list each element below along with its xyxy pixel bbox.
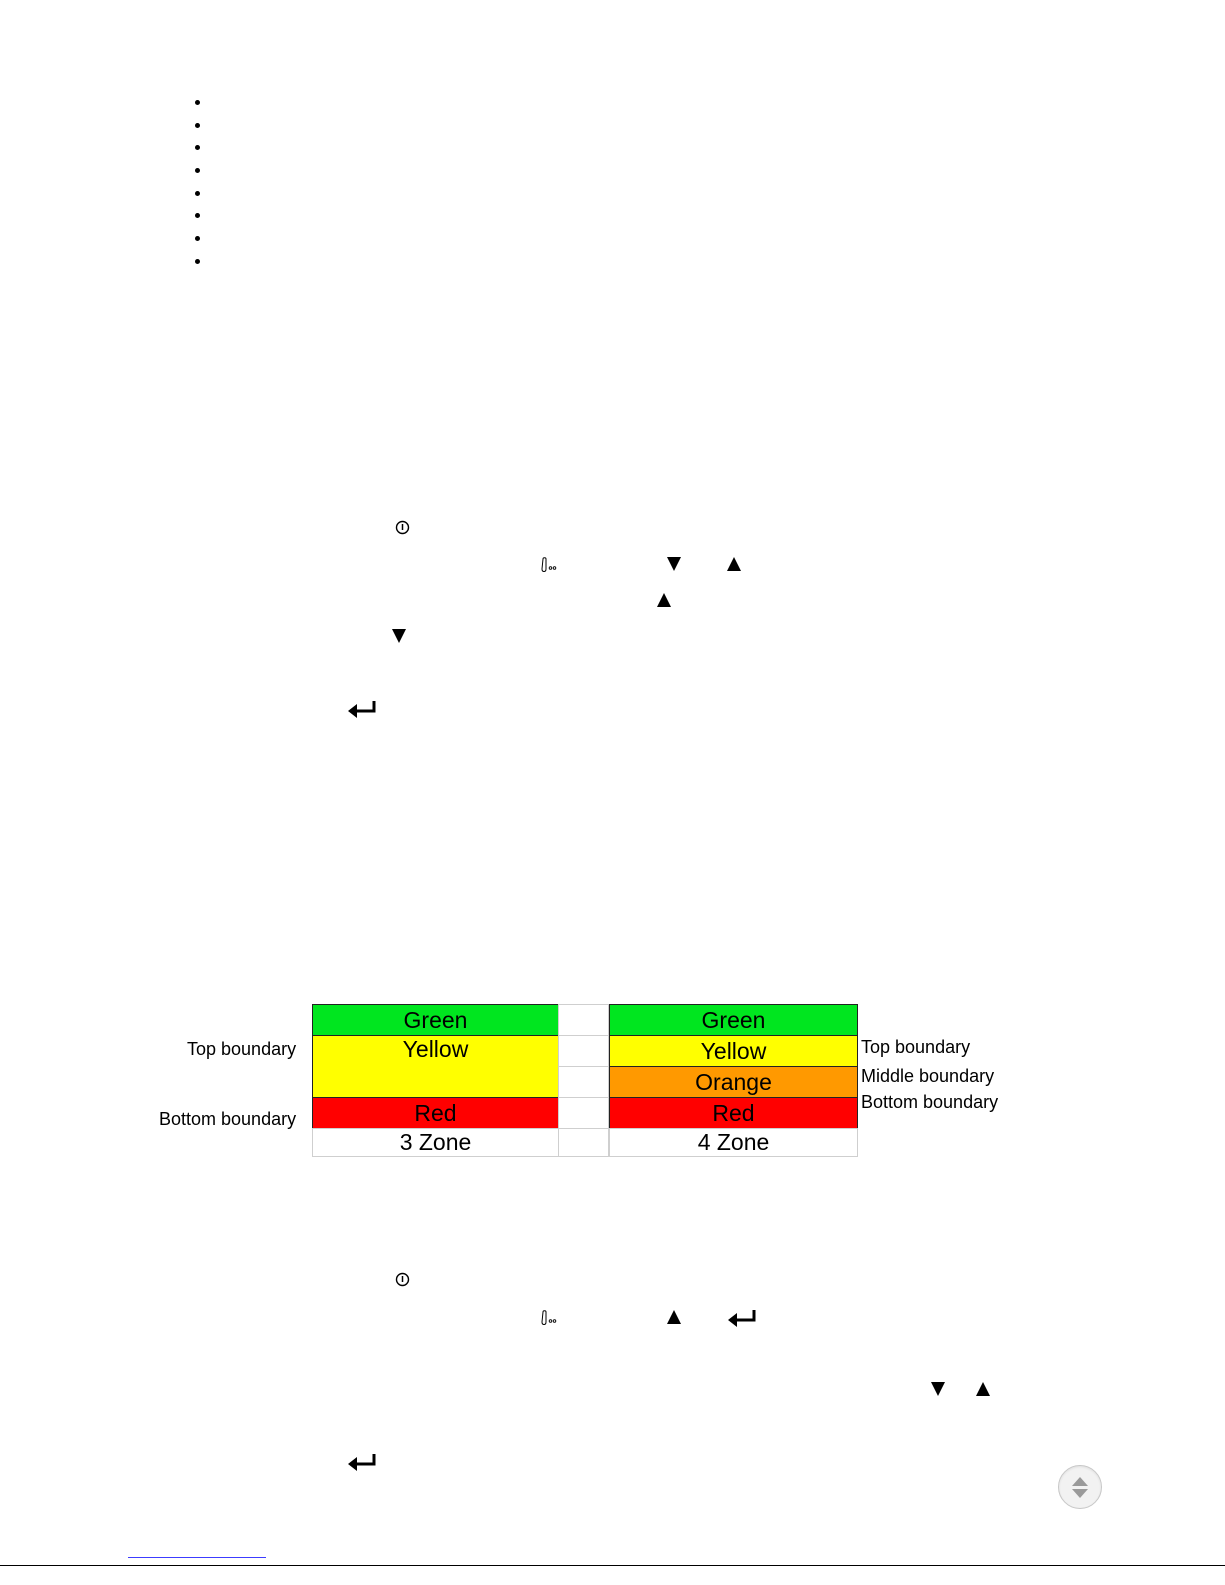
spacer-cell [558, 1035, 609, 1067]
bullet-point [195, 145, 200, 151]
triangle-up-icon [727, 557, 741, 571]
three-zone-green-cell: Green [312, 1004, 559, 1036]
zone-diagram: Green Yellow Red 3 Zone Green Yellow Ora… [312, 1004, 858, 1157]
footer-link-underline[interactable] [128, 1557, 266, 1558]
four-zone-top-boundary-label: Top boundary [861, 1037, 971, 1057]
bullet-point [195, 258, 200, 264]
three-zone-caption: 3 Zone [312, 1128, 559, 1157]
enter-return-icon [346, 1452, 378, 1472]
power-icon [395, 520, 410, 535]
four-zone-bottom-boundary-label: Bottom boundary [861, 1092, 999, 1112]
three-zone-yellow-cell: Yellow [312, 1035, 559, 1098]
bullet-point [195, 122, 200, 128]
spacer-cell [558, 1066, 609, 1098]
triangle-down-icon [392, 629, 406, 643]
triangle-up-icon [976, 1382, 990, 1396]
four-zone-red-cell: Red [609, 1097, 858, 1129]
power-icon [395, 1272, 410, 1287]
scroll-up-down-button[interactable] [1058, 1465, 1102, 1509]
spacer-cell [558, 1004, 609, 1036]
footer-divider [0, 1565, 1225, 1566]
three-zone-top-boundary-label: Top boundary [187, 1039, 297, 1059]
enter-return-icon [346, 699, 378, 719]
triangle-up-icon [667, 1310, 681, 1324]
three-zone-bottom-boundary-label: Bottom boundary [159, 1109, 297, 1129]
three-zone-red-cell: Red [312, 1097, 559, 1129]
bullet-point [195, 190, 200, 196]
enter-return-icon [726, 1308, 758, 1328]
bullet-point [195, 236, 200, 242]
bullet-point [195, 168, 200, 174]
four-zone-green-cell: Green [609, 1004, 858, 1036]
four-zone-orange-cell: Orange [609, 1066, 858, 1098]
bullet-point [195, 100, 200, 105]
triangle-down-icon [667, 557, 681, 571]
triangle-up-icon [657, 593, 671, 607]
scroll-up-icon[interactable] [1072, 1476, 1088, 1486]
bullet-point [195, 213, 200, 219]
bullet-list [190, 100, 200, 282]
four-zone-middle-boundary-label: Middle boundary [861, 1066, 995, 1086]
spacer-cell [558, 1097, 609, 1129]
hand-pointer-icon [540, 1310, 560, 1326]
triangle-down-icon [931, 1382, 945, 1396]
hand-pointer-icon [540, 557, 560, 573]
four-zone-yellow-cell: Yellow [609, 1035, 858, 1067]
spacer-cell [558, 1128, 609, 1157]
scroll-down-icon[interactable] [1072, 1488, 1088, 1498]
four-zone-caption: 4 Zone [609, 1128, 858, 1157]
